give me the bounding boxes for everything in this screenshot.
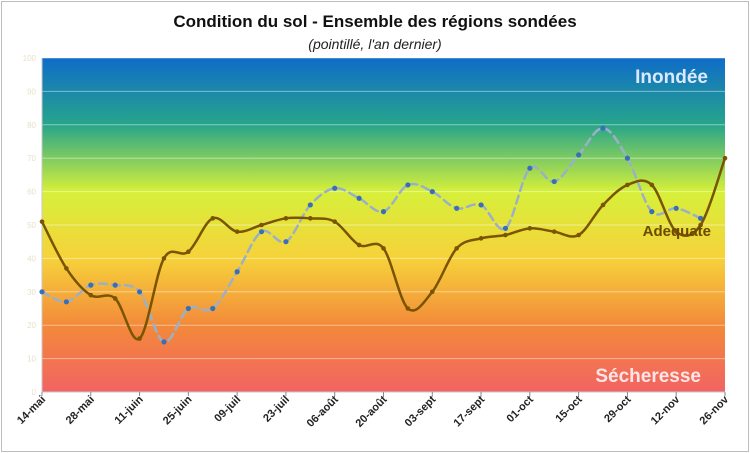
data-point-current [649,182,655,188]
data-point-current [478,236,484,241]
data-point-current [210,216,216,221]
zone-label-flooded: Inondée [635,67,708,88]
data-point-current [64,266,69,271]
data-point-last-year [112,282,118,288]
y-tick-label: 40 [27,254,36,263]
data-point-last-year [478,202,484,208]
x-tick-label: 17-sept [451,393,487,429]
data-point-current [576,232,581,238]
data-point-current [527,226,533,231]
data-point-last-year [332,185,338,191]
x-tick-label: 25-juin [161,393,195,427]
x-axis-ticks: 14-mai 28-mai 11-juin 25-juin 09-juil 23-juil… [15,392,732,430]
y-axis-ticks: 0 10 20 30 40 50 60 70 80 90 100 [23,54,37,397]
x-tick-label: 23-juil [261,394,292,425]
chart-title: Condition du sol - Ensemble des régions … [173,12,577,31]
data-point-current [429,289,435,295]
y-tick-label: 70 [27,154,36,163]
data-point-current [186,249,191,255]
data-point-current [503,232,508,238]
x-tick-label: 09-juil [212,394,243,425]
data-point-current [698,222,703,228]
series-line-last-year [40,126,702,344]
y-tick-label: 80 [27,121,36,130]
data-point-last-year [380,209,387,215]
data-point-last-year [527,165,533,171]
y-tick-label: 20 [27,321,36,330]
data-point-last-year [258,229,265,235]
data-point-current [308,216,313,221]
y-tick-label: 60 [27,188,36,197]
data-point-last-year [210,305,216,312]
data-point-last-year [624,155,631,161]
data-point-current [625,182,630,188]
y-tick-label: 100 [23,54,37,63]
data-point-current [283,216,289,221]
plot-background [42,58,725,392]
x-tick-label: 01-oct [505,393,537,425]
data-point-current [259,222,264,228]
data-point-current [332,219,338,224]
data-point-last-year [405,182,411,188]
data-point-current [112,296,118,301]
data-point-current [39,219,45,224]
data-point-current [673,229,679,234]
data-point-last-year [356,195,362,201]
chart-subtitle: (pointillé, l'an dernier) [308,36,442,52]
data-point-last-year [600,125,606,131]
data-point-last-year [307,202,313,208]
data-point-current [454,246,459,251]
data-point-current [88,292,94,298]
series-group [39,125,728,345]
data-point-last-year [234,269,240,275]
data-point-last-year [551,178,557,185]
data-point-current [137,336,142,341]
data-point-last-year [63,299,69,305]
x-tick-label: 15-oct [553,393,585,425]
data-point-last-year [698,215,704,221]
y-tick-label: 0 [32,388,37,397]
data-point-last-year [454,205,460,211]
data-point-current [381,246,386,251]
data-point-last-year [283,239,289,245]
x-tick-label: 06-août [305,393,341,429]
data-point-last-year [429,189,435,195]
y-tick-label: 50 [27,221,36,230]
data-point-current [722,155,728,161]
x-tick-label: 03-sept [403,393,439,429]
x-tick-label: 29-oct [602,393,634,425]
x-tick-label: 28-mai [64,394,97,427]
data-point-last-year [502,225,509,231]
data-point-last-year [649,209,655,215]
x-tick-label: 12-nov [649,393,683,427]
data-point-current [234,229,240,234]
x-tick-label: 14-mai [15,394,48,427]
data-point-last-year [136,289,143,295]
data-point-last-year [88,282,94,288]
data-point-last-year [161,339,167,345]
data-point-current [551,229,557,234]
x-tick-label: 11-juin [113,393,146,426]
zone-label-drought: Sécheresse [595,366,701,387]
y-tick-label: 10 [27,355,36,364]
y-tick-label: 30 [27,288,36,297]
data-point-current [161,256,167,261]
data-point-current [405,306,411,311]
x-tick-label: 26-nov [698,393,732,427]
data-point-last-year [39,289,45,295]
data-point-current [356,242,362,248]
data-point-last-year [185,305,191,312]
x-tick-label: 20-août [353,393,389,429]
y-tick-label: 90 [27,87,36,96]
data-point-current [600,202,606,208]
data-point-last-year [673,205,679,211]
data-point-last-year [576,152,582,158]
zone-label-adequate: Adequate [643,223,711,240]
